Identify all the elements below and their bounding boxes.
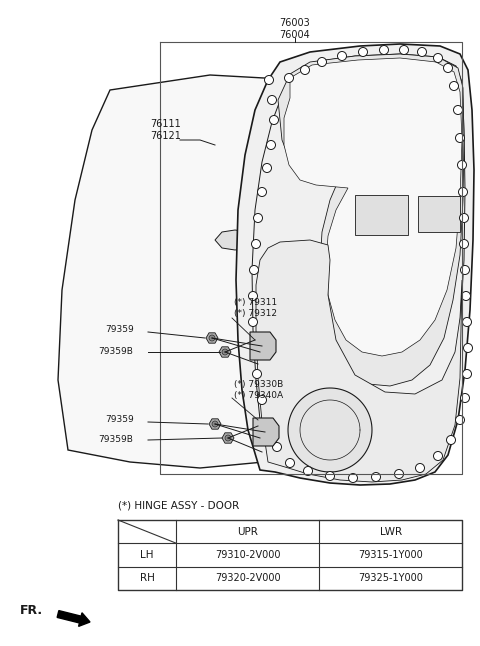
Circle shape [337, 52, 347, 61]
Circle shape [266, 140, 276, 149]
Text: 79359B: 79359B [98, 435, 133, 444]
Circle shape [461, 291, 470, 300]
Circle shape [456, 134, 465, 143]
Circle shape [460, 266, 469, 275]
Polygon shape [250, 332, 276, 360]
Circle shape [458, 187, 468, 196]
Text: 76111
76121: 76111 76121 [150, 120, 181, 141]
Polygon shape [355, 195, 408, 235]
Circle shape [464, 344, 472, 353]
Polygon shape [278, 54, 464, 386]
Circle shape [285, 74, 293, 83]
Circle shape [457, 160, 467, 169]
Circle shape [459, 213, 468, 222]
Circle shape [416, 463, 424, 472]
Text: RH: RH [140, 574, 155, 583]
Text: UPR: UPR [238, 526, 258, 537]
Circle shape [433, 452, 443, 461]
Text: 79325-1Y000: 79325-1Y000 [358, 574, 423, 583]
Circle shape [433, 54, 443, 63]
Polygon shape [215, 230, 255, 250]
Circle shape [459, 240, 468, 249]
Text: 76003
76004: 76003 76004 [280, 18, 311, 39]
Circle shape [249, 317, 257, 326]
Circle shape [267, 96, 276, 105]
Circle shape [463, 317, 471, 326]
Circle shape [222, 349, 228, 355]
Polygon shape [253, 418, 279, 446]
Circle shape [303, 466, 312, 475]
Text: LH: LH [141, 550, 154, 560]
Text: LWR: LWR [380, 526, 402, 537]
Polygon shape [219, 347, 231, 357]
Circle shape [399, 45, 408, 54]
Text: 79310-2V000: 79310-2V000 [215, 550, 281, 560]
Circle shape [251, 344, 260, 353]
Text: 79320-2V000: 79320-2V000 [215, 574, 281, 583]
Text: 79359: 79359 [105, 415, 134, 424]
Circle shape [395, 470, 404, 479]
Circle shape [300, 65, 310, 74]
Circle shape [269, 116, 278, 125]
Circle shape [359, 48, 368, 56]
Circle shape [273, 443, 281, 452]
Circle shape [372, 472, 381, 481]
Circle shape [225, 435, 231, 441]
Circle shape [444, 63, 453, 72]
Circle shape [252, 370, 262, 379]
Text: 79359: 79359 [105, 326, 134, 335]
Text: 79359B: 79359B [98, 348, 133, 357]
Circle shape [325, 472, 335, 481]
Circle shape [252, 240, 261, 249]
Circle shape [257, 187, 266, 196]
Circle shape [456, 415, 465, 424]
Polygon shape [58, 75, 310, 468]
Circle shape [209, 335, 215, 341]
Text: 79315-1Y000: 79315-1Y000 [358, 550, 423, 560]
Circle shape [212, 421, 218, 427]
Polygon shape [206, 333, 218, 343]
Circle shape [460, 393, 469, 402]
Polygon shape [256, 240, 462, 482]
Text: (*) 79311
(*) 79312: (*) 79311 (*) 79312 [234, 298, 277, 318]
Text: (*) HINGE ASSY - DOOR: (*) HINGE ASSY - DOOR [118, 500, 239, 510]
FancyArrow shape [57, 610, 90, 627]
Circle shape [317, 57, 326, 67]
Circle shape [264, 419, 273, 428]
Polygon shape [236, 44, 474, 485]
Circle shape [286, 459, 295, 468]
Polygon shape [284, 58, 462, 356]
Text: (*) 79330B
(*) 79340A: (*) 79330B (*) 79340A [234, 380, 283, 400]
Circle shape [446, 435, 456, 444]
Circle shape [348, 474, 358, 483]
Text: FR.: FR. [20, 603, 43, 616]
Polygon shape [222, 433, 234, 443]
Circle shape [257, 395, 266, 404]
Circle shape [454, 105, 463, 114]
Circle shape [264, 76, 274, 85]
Polygon shape [288, 388, 372, 472]
Circle shape [463, 370, 471, 379]
Circle shape [249, 291, 257, 300]
Circle shape [250, 266, 259, 275]
Polygon shape [418, 196, 460, 232]
Polygon shape [209, 419, 221, 429]
Circle shape [263, 163, 272, 172]
Circle shape [418, 48, 427, 56]
Circle shape [380, 45, 388, 54]
Circle shape [253, 213, 263, 222]
Circle shape [449, 81, 458, 90]
